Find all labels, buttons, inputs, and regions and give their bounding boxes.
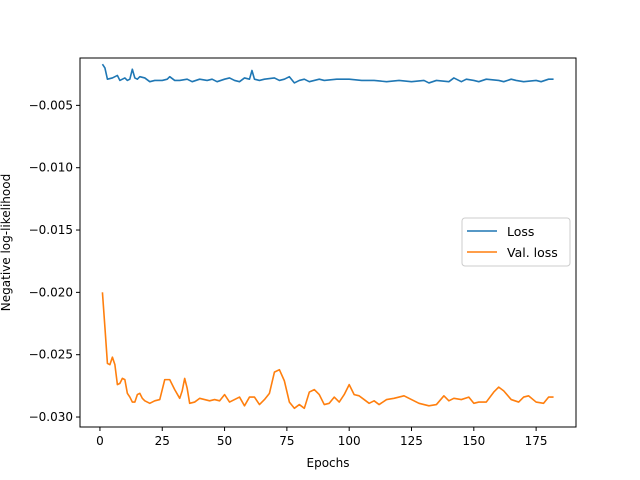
x-axis: 0 25 50 75 100 125 150 175 (96, 427, 548, 448)
series-line-val-loss (101, 292, 554, 410)
legend: Loss Val. loss (461, 217, 571, 267)
y-tick-label: −0.025 (29, 348, 73, 362)
legend-label-val-loss: Val. loss (507, 245, 558, 260)
x-tick-label: 0 (96, 434, 104, 448)
y-tick-label: −0.020 (29, 285, 73, 299)
x-tick-label: 175 (525, 434, 548, 448)
x-tick-label: 125 (400, 434, 423, 448)
x-tick-label: 50 (217, 434, 232, 448)
y-axis-label: Negative log-likelihood (0, 174, 13, 311)
y-tick-label: −0.030 (29, 410, 73, 424)
y-tick-label: −0.010 (29, 161, 73, 175)
plot-lines (101, 63, 554, 410)
y-tick-label: −0.005 (29, 98, 73, 112)
legend-label-loss: Loss (507, 224, 534, 239)
x-tick-label: 100 (338, 434, 361, 448)
y-axis: −0.005 −0.010 −0.015 −0.020 −0.025 −0.030 (29, 98, 80, 424)
x-tick-label: 75 (279, 434, 294, 448)
x-axis-label: Epochs (307, 456, 350, 470)
x-tick-label: 25 (155, 434, 170, 448)
legend-box (461, 217, 571, 267)
series-line-loss (101, 63, 554, 84)
x-tick-label: 150 (462, 434, 485, 448)
y-tick-label: −0.015 (29, 223, 73, 237)
plot-frame (79, 57, 577, 428)
